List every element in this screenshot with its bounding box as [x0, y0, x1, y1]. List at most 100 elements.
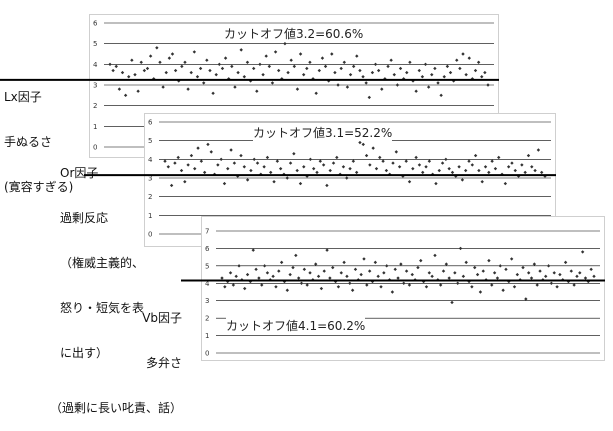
data-point: [209, 150, 213, 154]
data-point: [356, 278, 361, 282]
data-point: [387, 172, 392, 176]
data-point: [127, 75, 131, 79]
y-tick-label: 0: [205, 350, 209, 358]
data-point: [158, 60, 162, 64]
data-point: [245, 272, 250, 277]
data-point: [229, 148, 233, 152]
data-point: [441, 269, 446, 273]
data-point: [373, 62, 378, 67]
data-point: [407, 283, 412, 287]
data-point: [546, 264, 551, 268]
data-point: [401, 77, 406, 81]
data-point: [305, 174, 309, 178]
data-point: [292, 152, 296, 156]
data-point: [476, 60, 481, 64]
data-point: [444, 262, 449, 266]
side-label-lx: Lx因子 手ぬるさ (寛容すぎる): [4, 60, 73, 210]
data-point: [475, 272, 480, 277]
data-point: [232, 161, 237, 165]
y-tick-label: 4: [148, 156, 153, 164]
y-tick-label: 2: [205, 315, 209, 323]
data-point: [323, 64, 328, 69]
data-point: [279, 260, 284, 265]
data-point: [167, 56, 172, 60]
data-point: [345, 274, 349, 279]
data-point: [483, 165, 488, 169]
data-point: [108, 62, 112, 67]
y-tick-label: 0: [148, 231, 152, 239]
data-point: [330, 52, 334, 56]
data-point: [387, 278, 392, 282]
data-point: [397, 165, 402, 169]
data-point: [243, 286, 247, 291]
y-tick-label: 2: [148, 193, 152, 201]
data-point: [512, 285, 517, 289]
data-point: [442, 75, 446, 79]
data-point: [408, 60, 412, 64]
data-point: [430, 172, 435, 176]
data-point: [333, 279, 338, 284]
y-tick-label: 0: [93, 144, 97, 152]
cutoff-annotation-lx: カットオフ値3.2=60.6%: [224, 25, 364, 42]
data-point: [376, 68, 381, 73]
y-tick-label: 5: [93, 40, 97, 48]
data-point: [288, 161, 293, 165]
data-point: [199, 159, 204, 163]
scatter-plot-or: 0 1 2 3 4 5 6: [148, 119, 551, 239]
data-point: [345, 176, 349, 180]
data-point: [255, 161, 260, 165]
data-point: [518, 278, 522, 282]
data-point: [411, 79, 415, 83]
y-tick-label: 3: [93, 82, 97, 90]
data-point: [308, 157, 313, 162]
data-point: [392, 72, 396, 77]
data-point: [252, 157, 256, 162]
data-point: [295, 168, 299, 173]
data-point: [320, 56, 325, 60]
factor-note-or-3: に出す）: [60, 346, 109, 360]
data-point: [196, 146, 200, 150]
data-point: [521, 265, 525, 270]
data-point: [308, 271, 312, 275]
data-point: [470, 285, 474, 289]
data-point: [348, 72, 353, 77]
data-point: [260, 283, 264, 287]
data-point: [166, 165, 171, 169]
data-point: [316, 274, 321, 279]
data-point: [339, 271, 343, 275]
data-point: [448, 70, 453, 75]
y-tick-label: 3: [205, 297, 209, 305]
data-point: [342, 60, 346, 64]
data-point: [483, 70, 487, 75]
data-point: [355, 54, 359, 58]
data-point: [176, 155, 180, 160]
data-point: [216, 163, 220, 167]
data-point: [370, 279, 375, 284]
data-point: [426, 85, 431, 89]
data-point: [163, 159, 167, 163]
scatter-plot-vb: 0 1 2 3 4 5 6 7: [205, 228, 600, 358]
data-point: [378, 155, 382, 160]
data-point: [255, 89, 259, 93]
data-point: [285, 176, 289, 180]
data-point: [359, 272, 363, 277]
data-point: [373, 260, 378, 265]
data-point: [592, 274, 596, 279]
data-point: [202, 81, 206, 85]
data-point: [294, 253, 298, 258]
y-tick-label: 1: [148, 212, 152, 220]
data-point: [319, 286, 324, 291]
data-point: [552, 271, 556, 275]
y-tick-label: 3: [148, 175, 152, 183]
data-point: [436, 278, 440, 282]
data-point: [339, 66, 343, 71]
data-point: [173, 68, 178, 73]
data-point: [437, 168, 441, 173]
data-point: [272, 180, 276, 184]
data-point: [430, 274, 434, 279]
data-point: [524, 297, 528, 301]
data-point: [420, 75, 425, 79]
data-point: [234, 274, 238, 279]
data-point: [541, 278, 545, 282]
data-point: [295, 87, 300, 91]
